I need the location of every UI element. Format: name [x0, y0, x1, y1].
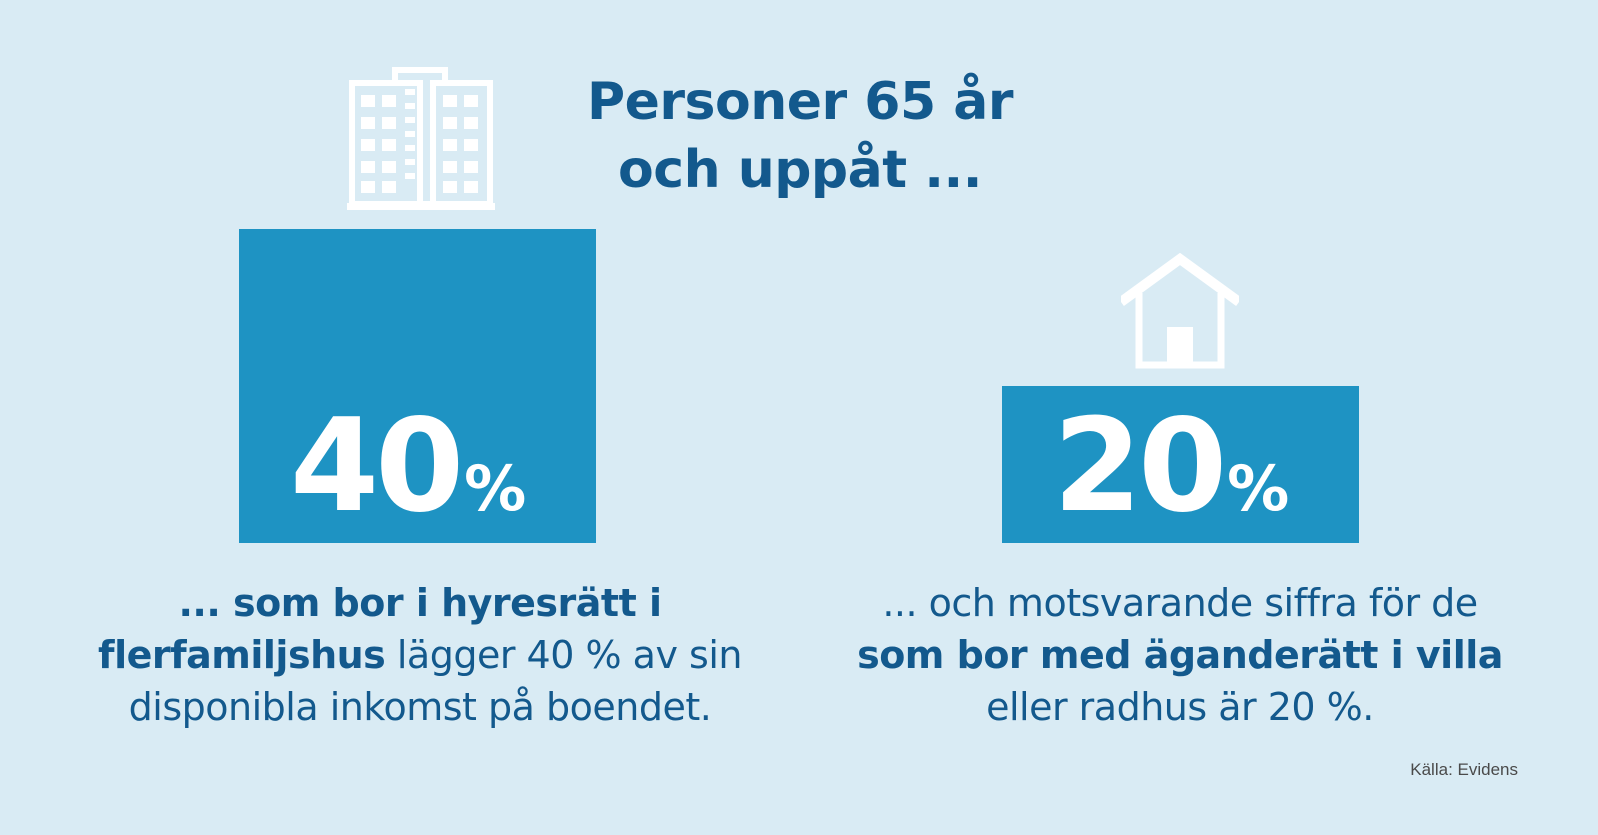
percentage-value: 40: [290, 392, 464, 541]
title-line-2: och uppåt ...: [618, 140, 982, 200]
description-left: ... som bor i hyresrätt i flerfamiljshus…: [60, 577, 780, 733]
percentage-value: 20: [1053, 392, 1227, 541]
description-regular: lägger 40 % av sin disponibla inkomst på…: [128, 633, 743, 729]
description-regular-2: eller radhus är 20 %.: [986, 685, 1374, 729]
percentage-right: 20%: [1053, 392, 1289, 541]
percentage-sign: %: [1227, 452, 1290, 525]
description-bold: ... som bor i hyresrätt i flerfamiljshus: [98, 581, 662, 677]
bar-40-percent: [239, 229, 596, 543]
apartment-building-icon: [347, 67, 495, 210]
percentage-sign: %: [464, 452, 527, 525]
source-note: Källa: Evidens: [1410, 760, 1518, 779]
description-bold: som bor med äganderätt i villa: [857, 633, 1503, 677]
description-right: ... och motsvarande siffra för de som bo…: [840, 577, 1520, 733]
page-title: Personer 65 år och uppåt ...: [500, 68, 1100, 204]
description-regular-1: ... och motsvarande siffra för de: [882, 581, 1478, 625]
bar-20-percent: [1002, 386, 1359, 543]
title-line-1: Personer 65 år: [587, 72, 1013, 132]
house-icon: [1121, 253, 1239, 369]
percentage-left: 40%: [290, 392, 526, 541]
